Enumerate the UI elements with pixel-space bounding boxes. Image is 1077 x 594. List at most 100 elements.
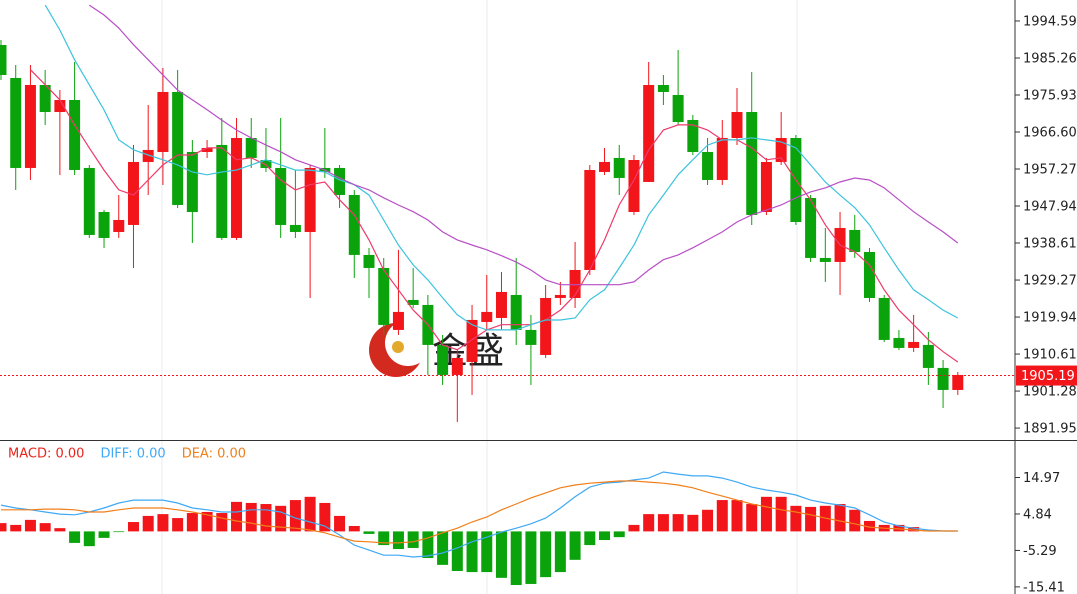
histogram-bar bbox=[83, 531, 95, 547]
histogram-bar bbox=[849, 509, 861, 532]
candle-body bbox=[893, 337, 905, 348]
histogram-bar bbox=[186, 513, 198, 532]
histogram-bar bbox=[731, 500, 743, 532]
candle-body bbox=[201, 147, 213, 152]
indicator-line bbox=[29, 69, 959, 363]
candle-body bbox=[849, 229, 861, 252]
y-tick-label: 1910.61 bbox=[1023, 348, 1077, 363]
histogram-bar bbox=[378, 531, 390, 546]
candle-body bbox=[231, 137, 243, 238]
logo bbox=[392, 341, 404, 353]
histogram-bar bbox=[746, 504, 758, 532]
histogram-bar bbox=[216, 513, 228, 532]
histogram-bar bbox=[540, 531, 552, 578]
candle-body bbox=[731, 112, 743, 138]
histogram-bar bbox=[0, 523, 7, 532]
candle-body bbox=[702, 151, 714, 180]
histogram-bar bbox=[304, 496, 316, 532]
candle-body bbox=[481, 311, 493, 322]
y-tick-label: 1929.27 bbox=[1023, 274, 1077, 289]
histogram-bar bbox=[98, 531, 110, 538]
candle-body bbox=[0, 45, 7, 75]
y-tick-label: 1957.27 bbox=[1023, 162, 1077, 177]
candle-body bbox=[451, 357, 463, 375]
histogram-bar bbox=[289, 500, 301, 532]
histogram-bar bbox=[657, 514, 669, 532]
y-tick-label: 1891.95 bbox=[1023, 422, 1077, 437]
y-tick-label: 1938.61 bbox=[1023, 237, 1077, 252]
histogram-bar bbox=[554, 531, 566, 573]
candle-body bbox=[216, 144, 228, 238]
indicator-label: DEA: 0.00 bbox=[182, 447, 246, 462]
candle-body bbox=[378, 267, 390, 325]
candle-body bbox=[908, 341, 920, 348]
histogram-bar bbox=[260, 504, 272, 532]
histogram-bar bbox=[334, 515, 346, 532]
candle-body bbox=[407, 299, 419, 305]
histogram-bar bbox=[805, 506, 817, 532]
y-tick-label: -15.41 bbox=[1023, 580, 1065, 594]
y-tick-label: 14.97 bbox=[1023, 471, 1060, 486]
candle-body bbox=[24, 84, 36, 168]
histogram-bar bbox=[69, 531, 81, 543]
candle-body bbox=[304, 167, 316, 232]
histogram-bar bbox=[113, 531, 125, 533]
histogram-bar bbox=[245, 502, 257, 532]
candle-body bbox=[437, 344, 449, 375]
candle-body bbox=[186, 151, 198, 212]
candle-body bbox=[952, 374, 964, 390]
histogram-bar bbox=[39, 523, 51, 532]
histogram-bar bbox=[363, 531, 375, 534]
y-tick-label: 1947.94 bbox=[1023, 199, 1077, 214]
last-price-box bbox=[1016, 365, 1077, 386]
histogram-bar bbox=[908, 527, 920, 532]
candle-body bbox=[937, 367, 949, 390]
histogram-bar bbox=[702, 509, 714, 532]
candle-body bbox=[805, 197, 817, 258]
histogram-bar bbox=[10, 524, 22, 532]
candle-body bbox=[39, 84, 51, 113]
histogram-bar bbox=[613, 531, 625, 538]
candle-body bbox=[83, 167, 95, 235]
y-tick-label: -5.29 bbox=[1023, 544, 1057, 559]
candle-body bbox=[392, 311, 404, 330]
candle-body bbox=[746, 112, 758, 215]
candle-body bbox=[819, 257, 831, 262]
y-tick-label: 1975.93 bbox=[1023, 88, 1077, 103]
y-tick-label: 1901.28 bbox=[1023, 385, 1077, 400]
candle-body bbox=[569, 269, 581, 298]
candle-body bbox=[363, 254, 375, 268]
histogram-bar bbox=[319, 502, 331, 532]
candle-body bbox=[495, 291, 507, 318]
histogram-bar bbox=[510, 531, 522, 586]
candle-body bbox=[687, 119, 699, 152]
candle-body bbox=[54, 99, 66, 113]
histogram-bar bbox=[893, 524, 905, 532]
histogram-bar bbox=[24, 519, 36, 532]
candle-body bbox=[599, 161, 611, 172]
candle-body bbox=[775, 137, 787, 162]
candle-body bbox=[863, 251, 875, 298]
candle-body bbox=[69, 99, 81, 170]
indicator-label: MACD: 0.00 bbox=[8, 447, 84, 462]
last-price-label: 1905.19 bbox=[1021, 369, 1075, 384]
histogram-bar bbox=[672, 514, 684, 532]
candle-body bbox=[157, 91, 169, 152]
histogram-bar bbox=[495, 531, 507, 578]
candle-body bbox=[510, 294, 522, 330]
histogram-bar bbox=[525, 531, 537, 584]
histogram-bar bbox=[599, 531, 611, 541]
histogram-bar bbox=[348, 525, 360, 532]
candle-body bbox=[142, 149, 154, 162]
y-tick-label: 1994.59 bbox=[1023, 14, 1077, 29]
histogram-bar bbox=[569, 531, 581, 560]
histogram-bar bbox=[687, 514, 699, 532]
candle-body bbox=[10, 77, 22, 168]
histogram-bar bbox=[231, 501, 243, 532]
histogram-bar bbox=[127, 522, 139, 532]
candle-body bbox=[466, 319, 478, 362]
histogram-bar bbox=[716, 500, 728, 532]
y-tick-label: 1985.26 bbox=[1023, 51, 1077, 66]
histogram-bar bbox=[775, 496, 787, 532]
candle-body bbox=[172, 91, 184, 205]
